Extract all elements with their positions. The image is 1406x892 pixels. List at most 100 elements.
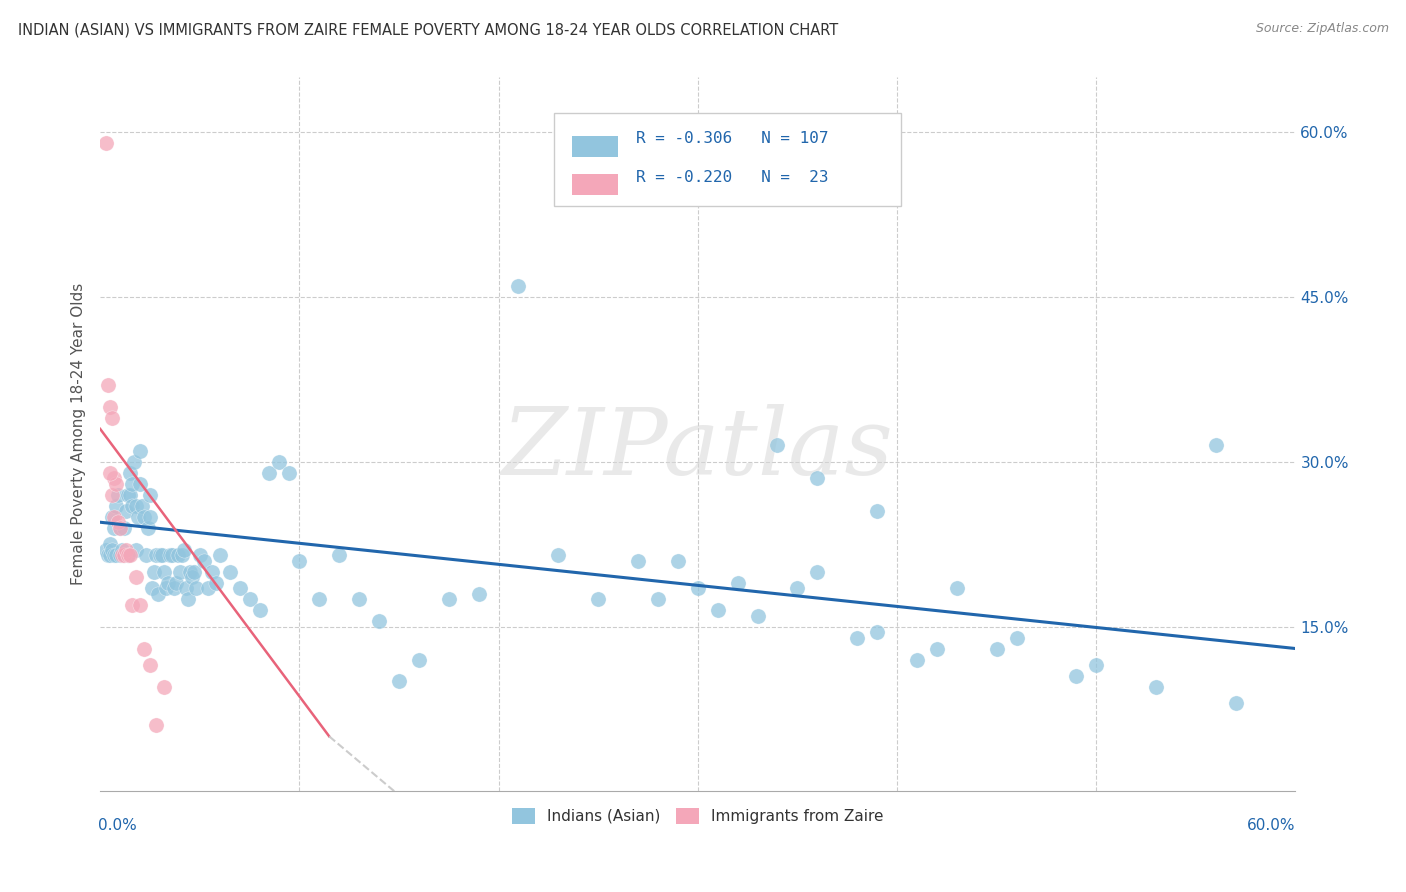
Point [278,466,301,480]
Point [228,581,250,595]
Point [105,548,128,562]
Point [94,136,117,151]
Point [117,548,139,562]
Y-axis label: Female Poverty Among 18-24 Year Olds: Female Poverty Among 18-24 Year Olds [72,284,86,585]
Point [139,658,162,673]
Point [328,548,350,562]
Point [129,443,152,458]
Point [101,488,124,502]
Point [111,542,134,557]
Point [107,488,129,502]
Point [145,718,167,732]
Point [925,641,948,656]
Point [160,548,183,562]
Point [727,575,749,590]
Point [201,565,224,579]
Point [193,554,215,568]
Point [666,554,689,568]
Point [121,598,143,612]
Point [177,592,200,607]
Point [125,570,148,584]
Text: R = -0.220   N =  23: R = -0.220 N = 23 [636,169,828,185]
Point [165,575,187,590]
Point [132,509,155,524]
Point [101,509,124,524]
Point [94,542,117,557]
Point [115,542,138,557]
Point [166,548,188,562]
Point [159,548,181,562]
Point [118,466,141,480]
FancyBboxPatch shape [554,113,901,206]
Point [103,471,125,485]
Text: INDIAN (ASIAN) VS IMMIGRANTS FROM ZAIRE FEMALE POVERTY AMONG 18-24 YEAR OLDS COR: INDIAN (ASIAN) VS IMMIGRANTS FROM ZAIRE … [18,22,838,37]
Point [1085,658,1108,673]
Point [174,581,197,595]
Point [308,592,330,607]
Point [180,570,202,584]
Point [107,515,129,529]
Point [136,521,159,535]
Point [686,581,709,595]
Point [986,641,1008,656]
Point [118,548,141,562]
Point [647,592,669,607]
Point [197,581,219,595]
Point [153,565,176,579]
Point [163,581,186,595]
Point [115,504,138,518]
Point [173,542,195,557]
Point [184,581,207,595]
Point [131,499,153,513]
Point [1005,631,1028,645]
Point [208,548,231,562]
Point [269,455,291,469]
Point [108,521,131,535]
Point [1144,680,1167,694]
Point [101,542,124,557]
Text: Source: ZipAtlas.com: Source: ZipAtlas.com [1256,22,1389,36]
Point [218,565,240,579]
FancyBboxPatch shape [572,174,617,195]
Point [155,581,177,595]
Point [1066,669,1088,683]
Point [108,548,131,562]
Point [547,548,569,562]
Point [98,548,121,562]
Point [508,279,530,293]
Point [766,438,789,452]
Point [125,499,148,513]
Point [118,488,141,502]
Point [170,548,193,562]
Point [142,565,165,579]
Point [111,548,134,562]
Point [121,476,143,491]
Point [103,521,125,535]
Point [135,548,157,562]
Point [117,548,139,562]
Point [105,476,128,491]
Point [103,509,125,524]
Point [204,575,226,590]
Point [156,575,179,590]
Point [108,521,131,535]
Point [127,509,149,524]
Point [125,542,148,557]
Point [806,565,828,579]
Point [866,625,889,640]
Point [905,652,928,666]
Point [105,499,128,513]
Point [169,565,191,579]
Point [98,537,121,551]
Point [146,586,169,600]
Point [117,488,139,502]
Point [129,476,152,491]
Point [103,548,125,562]
Text: ZIPatlas: ZIPatlas [502,404,894,493]
Point [112,548,135,562]
Point [183,565,205,579]
Point [98,400,121,414]
Text: 0.0%: 0.0% [98,819,136,833]
Text: 60.0%: 60.0% [1247,819,1295,833]
Point [866,504,889,518]
